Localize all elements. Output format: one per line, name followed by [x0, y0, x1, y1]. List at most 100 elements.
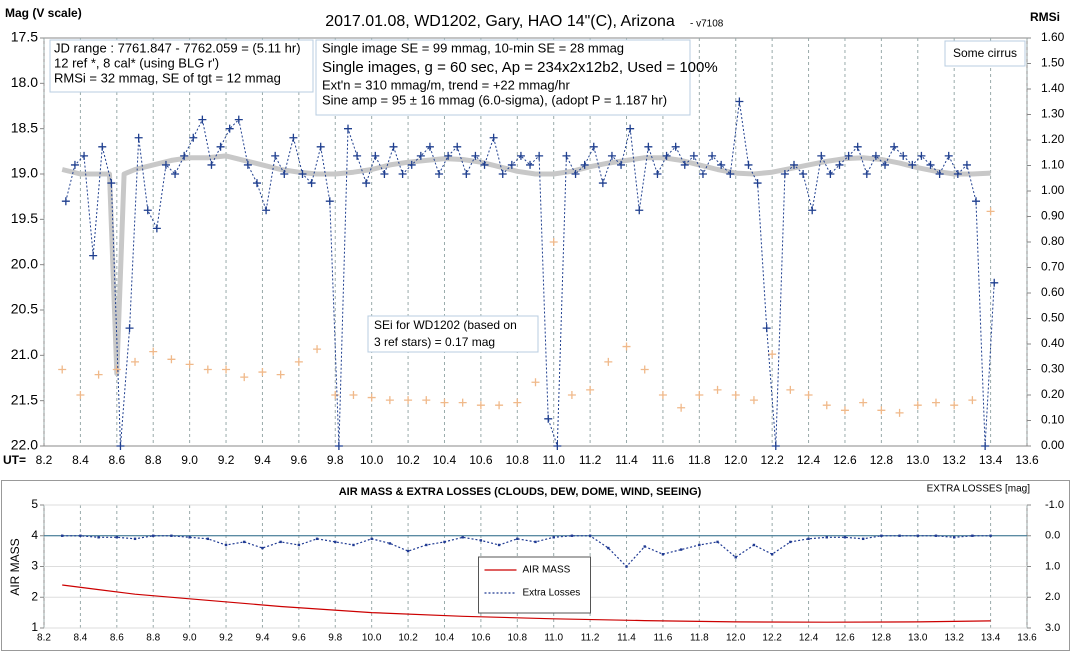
y-tick-label: 5: [31, 497, 38, 511]
dot-marker: [989, 534, 992, 537]
lower-title: AIR MASS & EXTRA LOSSES (CLOUDS, DEW, DO…: [339, 486, 702, 498]
x-tick-label: 12.6: [835, 633, 855, 644]
plus-marker: [207, 160, 216, 169]
y2-tick-label: 0.80: [1041, 234, 1065, 248]
plus-marker: [890, 142, 899, 151]
plus-marker: [607, 151, 616, 160]
plus-marker: [789, 160, 798, 169]
plus-marker: [453, 142, 462, 151]
plus-marker: [389, 142, 398, 151]
plus-marker: [489, 133, 498, 142]
plus-marker: [822, 401, 831, 410]
series-line: [62, 535, 991, 568]
legend-label: AIR MASS: [523, 565, 571, 576]
y-tick-label: 2: [31, 589, 38, 603]
dot-marker: [97, 536, 100, 539]
plus-marker: [981, 442, 990, 450]
plus-marker: [404, 396, 413, 405]
plus-marker: [143, 206, 152, 215]
plus-marker: [161, 160, 170, 169]
plus-marker: [380, 170, 389, 178]
plus-marker: [203, 365, 212, 374]
plus-marker: [180, 151, 189, 160]
plus-marker: [76, 391, 85, 399]
plus-marker: [225, 124, 234, 133]
y2-tick-label: 1.40: [1041, 81, 1065, 95]
x-tick-label: 11.8: [688, 453, 711, 467]
plus-marker: [780, 170, 789, 178]
x-tick-label: 12.6: [833, 453, 857, 467]
dot-marker: [607, 546, 610, 550]
plus-marker: [167, 355, 176, 364]
x-tick-label: 12.2: [760, 453, 784, 467]
annotation-text: Sine amp = 95 ± 16 mmag (6.0-sigma), (ad…: [322, 92, 667, 107]
plus-marker: [371, 151, 380, 160]
plus-marker: [125, 324, 134, 333]
plus-marker: [334, 442, 343, 450]
dot-marker: [224, 543, 228, 547]
series-line: [62, 584, 991, 623]
plus-marker: [881, 160, 890, 169]
plus-marker: [198, 115, 207, 124]
plus-marker: [495, 401, 504, 410]
plus-marker: [294, 357, 303, 366]
plus-marker: [367, 393, 376, 402]
plus-marker: [131, 357, 140, 366]
dot-marker: [661, 553, 665, 556]
plus-marker: [344, 124, 353, 133]
plus-marker: [307, 179, 316, 188]
x-tick-label: 13.4: [981, 633, 1001, 644]
x-tick-label: 12.4: [799, 633, 819, 644]
y2-tick-label: 0.50: [1041, 311, 1065, 325]
dot-marker: [243, 540, 246, 544]
plus-marker: [152, 224, 161, 233]
x-tick-label: 11.6: [652, 453, 675, 467]
x-tick-label: 9.4: [254, 453, 271, 467]
plus-marker: [644, 142, 653, 151]
plus-marker: [289, 133, 298, 142]
plus-marker: [689, 151, 698, 160]
plus-marker: [258, 368, 267, 377]
plus-marker: [844, 151, 853, 160]
dot-marker: [79, 534, 82, 537]
plus-marker: [953, 170, 962, 178]
plus-marker: [671, 142, 680, 151]
dot-marker: [625, 565, 628, 568]
dot-marker: [133, 537, 137, 541]
plus-marker: [580, 160, 589, 169]
y-tick-label: 17.5: [11, 29, 38, 45]
y2-tick-label: 1.50: [1041, 56, 1065, 70]
annotation-box: [315, 39, 691, 116]
x-tick-label: 12.8: [872, 633, 892, 644]
plus-marker: [744, 160, 753, 169]
plus-marker: [944, 151, 953, 160]
dot-marker: [206, 537, 210, 541]
plus-marker: [480, 160, 489, 169]
lower-y-label: AIR MASS: [8, 538, 22, 595]
plus-marker: [786, 385, 795, 394]
x-tick-label: 9.0: [183, 633, 197, 644]
plus-marker: [526, 160, 535, 169]
dot-marker: [516, 537, 519, 541]
plus-marker: [185, 360, 194, 369]
plus-marker: [640, 365, 649, 374]
x-tick-label: 8.6: [108, 453, 125, 467]
x-tick-label: 10.0: [362, 633, 382, 644]
dot-marker: [770, 553, 774, 556]
plus-marker: [908, 160, 917, 169]
plus-marker: [895, 408, 904, 417]
x-tick-label: 8.4: [72, 453, 89, 467]
y-tick-label: 1: [31, 620, 38, 634]
x-tick-label: 13.6: [1017, 633, 1037, 644]
x-tick-label: 10.8: [508, 633, 528, 644]
plus-marker: [771, 442, 780, 450]
y2-tick-label: 0.20: [1041, 387, 1065, 401]
x-tick-label: 12.2: [762, 633, 782, 644]
plus-marker: [535, 151, 544, 160]
x-tick-label: 9.8: [328, 633, 342, 644]
y2-tick-label: 0.90: [1041, 209, 1065, 223]
plus-marker: [216, 142, 225, 151]
plus-marker: [913, 401, 922, 410]
plus-marker: [398, 170, 407, 178]
x-tick-label: 10.6: [471, 633, 491, 644]
